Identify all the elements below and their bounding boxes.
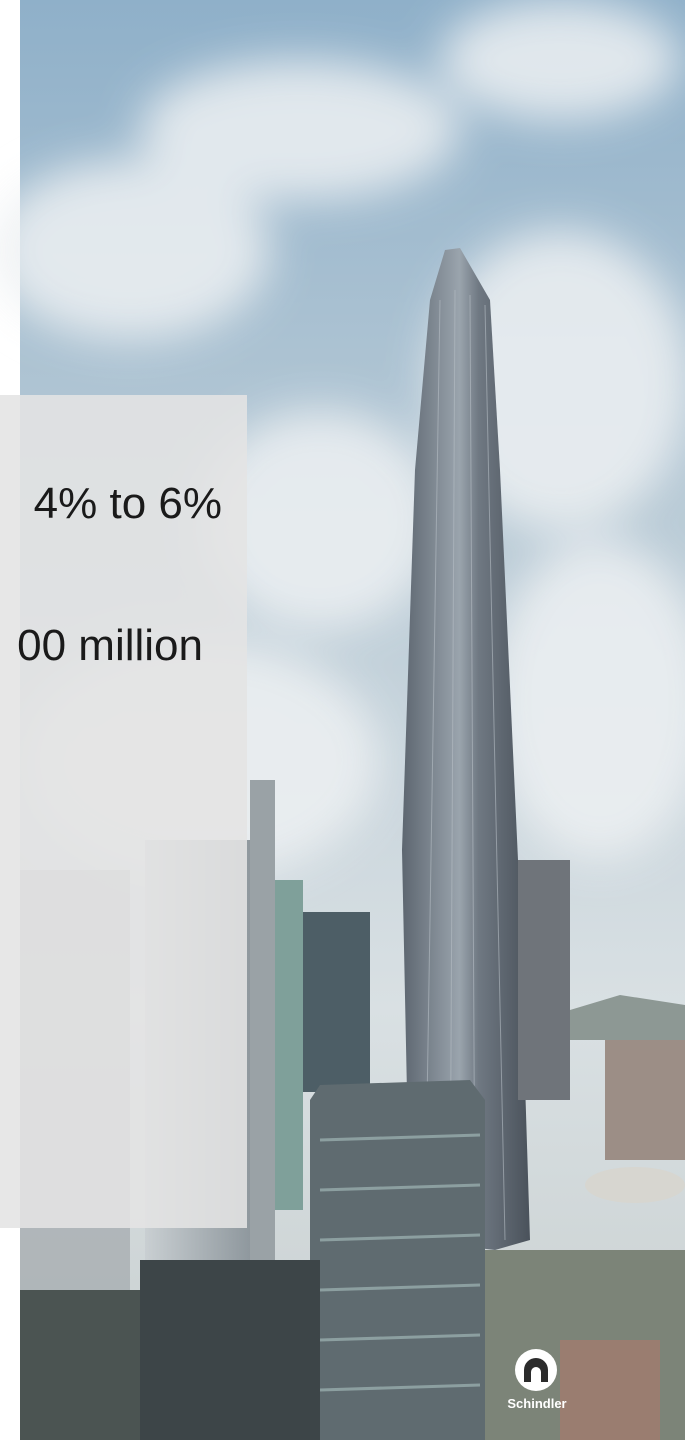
logo: Schindler	[507, 1349, 567, 1411]
logo-text: Schindler	[507, 1396, 566, 1411]
text-line: 4% to 6%	[34, 479, 222, 528]
text-line: 00 million	[17, 621, 203, 670]
logo-mark	[515, 1349, 557, 1391]
text-panel	[0, 395, 247, 1228]
